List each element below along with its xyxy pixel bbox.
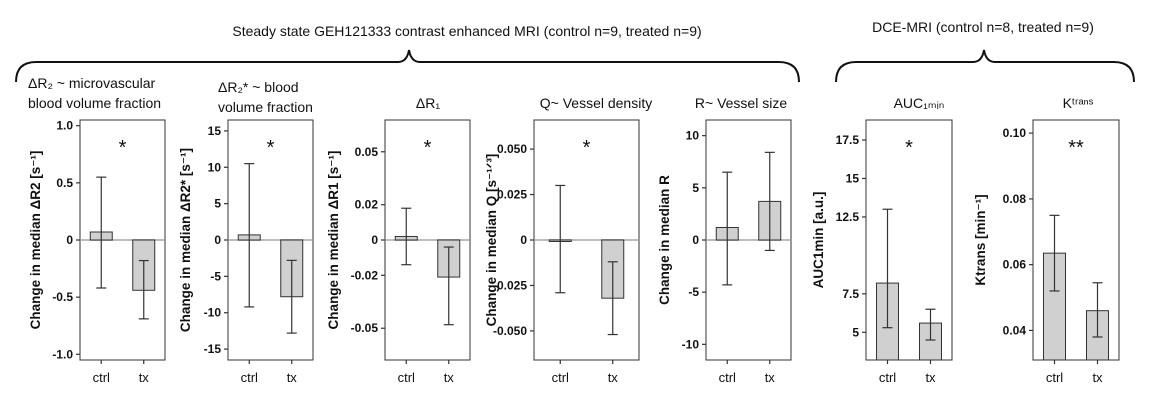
steady-state-brace [15, 49, 800, 83]
y-tick-label: -5 [210, 269, 221, 283]
chart-title: Kᵗʳᵃⁿˢ [1063, 95, 1094, 111]
y-tick-label: -5 [688, 285, 699, 299]
y-tick-label: 1.0 [56, 119, 73, 133]
y-tick-label: 0.02 [355, 198, 379, 212]
chart-title: AUC₁ₘᵢₙ [894, 95, 945, 111]
y-tick-label: -0.02 [351, 268, 379, 282]
chart-title: ΔR₂ ~ microvascular [28, 75, 156, 91]
y-tick-label: 12.5 [836, 210, 860, 224]
y-tick-label: -10 [682, 337, 700, 351]
y-tick-label: -0.05 [351, 321, 379, 335]
significance-marker: * [424, 137, 432, 159]
y-tick-label: 0 [520, 233, 527, 247]
chart-panel-2: ΔR₂* ~ blood volume fraction 15 10 5 0 -5 -10 -1… [178, 79, 314, 385]
y-axis-label: Change in median R [657, 175, 672, 305]
x-tick-label-ctrl: ctrl [1046, 370, 1063, 385]
x-tick-label-ctrl: ctrl [241, 370, 258, 385]
dce-header: DCE-MRI (control n=8, treated n=9) [872, 19, 1094, 35]
y-tick-label: 0.06 [1003, 258, 1027, 272]
y-tick-label: 0 [371, 233, 378, 247]
chart-title: ΔR₁ [416, 95, 440, 111]
y-tick-label: -15 [204, 342, 222, 356]
y-tick-label: -1.0 [52, 347, 73, 361]
significance-marker: * [905, 137, 913, 159]
y-tick-label: -10 [204, 306, 222, 320]
chart-panel-4: Q~ Vessel density 0.050 0.025 0 -0.025 -0.050… [484, 95, 652, 385]
y-axis-label: Change in median ΔR2* [s⁻¹] [178, 148, 193, 332]
x-tick-label-tx: tx [608, 370, 619, 385]
x-tick-label-ctrl: ctrl [879, 370, 896, 385]
plot-frame [865, 119, 953, 361]
y-tick-label: 0.050 [497, 142, 527, 156]
y-axis-label: Change in median ΔR1 [s⁻¹] [326, 151, 341, 330]
y-axis-label: Change in median Q [s⁻¹ᐟ³] [484, 154, 499, 327]
significance-marker: * [267, 137, 275, 159]
y-tick-label: 0.05 [355, 145, 379, 159]
y-tick-label: 15 [208, 124, 222, 138]
y-tick-label: 15 [846, 171, 860, 185]
y-tick-label: 17.5 [836, 133, 860, 147]
x-tick-label-tx: tx [139, 370, 150, 385]
x-tick-label-tx: tx [444, 370, 455, 385]
y-axis-label: AUC1min [a.u.] [811, 192, 826, 289]
x-tick-label-ctrl: ctrl [719, 370, 736, 385]
y-tick-label: 10 [208, 160, 222, 174]
chart-title: ΔR₂* ~ blood [218, 79, 299, 95]
y-tick-label: -0.050 [493, 324, 527, 338]
x-tick-label-tx: tx [925, 370, 936, 385]
chart-title: R~ Vessel size [695, 95, 787, 111]
y-tick-label: 5 [692, 181, 699, 195]
y-tick-label: 0.04 [1003, 323, 1027, 337]
y-tick-label: 5 [214, 197, 221, 211]
chart-panel-7: Kᵗʳᵃⁿˢ 0.10 0.08 0.06 0.04 Ktrans [min⁻¹] ctrl… [973, 95, 1120, 385]
y-tick-label: 0.025 [497, 188, 527, 202]
y-tick-label: 0.5 [56, 176, 73, 190]
chart-panel-5: R~ Vessel size 10 5 0 -5 -10 Change in median … [657, 95, 792, 385]
y-tick-label: 7.5 [842, 287, 859, 301]
y-tick-label: -0.025 [493, 278, 527, 292]
x-tick-label-ctrl: ctrl [398, 370, 415, 385]
x-tick-label-ctrl: ctrl [552, 370, 569, 385]
steady-state-header: Steady state GEH121333 contrast enhanced… [232, 23, 701, 39]
chart-panel-6: AUC₁ₘᵢₙ 17.5 15 12.5 7.5 5 AUC1min [a.u.] ctrl t… [811, 95, 953, 385]
dce-brace [835, 49, 1135, 83]
y-tick-label: 0.08 [1003, 192, 1027, 206]
y-axis-label: Change in median ΔR2 [s⁻¹] [28, 151, 43, 330]
significance-marker: * [119, 137, 127, 159]
significance-marker: ** [1068, 137, 1084, 159]
y-tick-label: 0 [214, 233, 221, 247]
chart-title: blood volume fraction [28, 95, 161, 111]
x-tick-label-tx: tx [1092, 370, 1103, 385]
chart-title: volume fraction [218, 99, 313, 115]
chart-title: Q~ Vessel density [540, 95, 652, 111]
y-axis-label: Ktrans [min⁻¹] [973, 194, 988, 285]
significance-marker: * [583, 137, 591, 159]
y-tick-label: 5 [852, 325, 859, 339]
y-tick-label: 10 [686, 129, 700, 143]
x-tick-label-ctrl: ctrl [93, 370, 110, 385]
chart-panel-1: ΔR₂ ~ microvascular blood volume fraction… [28, 75, 166, 385]
y-tick-label: 0 [692, 233, 699, 247]
y-tick-label: 0 [66, 233, 73, 247]
plot-frame [1032, 119, 1120, 361]
x-tick-label-tx: tx [287, 370, 298, 385]
x-tick-label-tx: tx [765, 370, 776, 385]
y-tick-label: -0.5 [52, 290, 73, 304]
y-tick-label: 0.10 [1003, 126, 1027, 140]
chart-panel-3: ΔR₁ 0.05 0.02 0 -0.02 -0.05 Change in median Δ… [326, 95, 471, 385]
